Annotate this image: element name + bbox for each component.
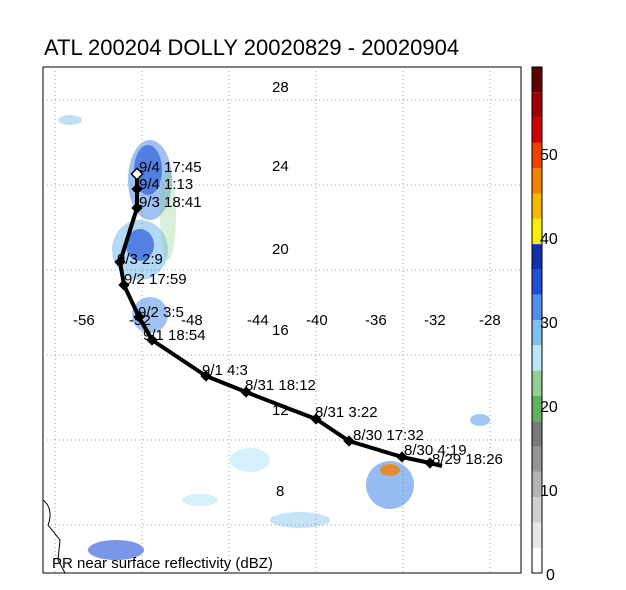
colorbar-cell xyxy=(532,446,542,472)
track-marker xyxy=(424,457,436,469)
colorbar-cell xyxy=(532,522,542,548)
lat-label: 24 xyxy=(272,158,289,175)
colorbar-cell xyxy=(532,193,542,219)
track-label: 8/29 18:26 xyxy=(432,451,503,468)
track-label: 9/3 18:41 xyxy=(139,194,202,211)
lat-label: 16 xyxy=(272,322,289,339)
track-label: 8/30 17:32 xyxy=(353,427,424,444)
lon-label: -32 xyxy=(424,312,446,329)
track-label: 9/3 2:9 xyxy=(117,251,163,268)
track-label: 9/2 17:59 xyxy=(124,271,187,288)
colorbar-tick: 30 xyxy=(540,315,558,332)
colorbar: 0 10 20 30 40 50 xyxy=(531,66,558,584)
lon-label: -28 xyxy=(479,312,501,329)
colorbar-cell xyxy=(532,497,542,523)
colorbar-cell xyxy=(532,370,542,396)
track-marker xyxy=(131,202,143,214)
track-label: 9/4 1:13 xyxy=(139,176,193,193)
colorbar-cell xyxy=(532,142,542,169)
track-label: 9/1 4:3 xyxy=(202,362,248,379)
track-marker xyxy=(240,386,252,398)
track-label: 8/30 4:19 xyxy=(404,442,467,459)
map-panel: -56 -52 -48 -44 -40 -36 -32 -28 28 24 20… xyxy=(42,66,522,574)
colorbar-cell xyxy=(532,117,542,143)
colorbar-tick: 40 xyxy=(540,231,558,248)
colorbar-cell xyxy=(532,67,542,93)
colorbar-cell xyxy=(532,547,542,573)
track-label: 9/4 17:45 xyxy=(139,159,202,176)
lat-label: 8 xyxy=(276,483,284,500)
track-marker xyxy=(343,435,355,447)
track-label: 8/31 3:22 xyxy=(315,404,378,421)
lon-label: -44 xyxy=(247,312,269,329)
colorbar-cell xyxy=(532,168,542,194)
track-marker xyxy=(310,413,322,425)
colorbar-cell xyxy=(532,345,542,371)
map-caption: PR near surface reflectivity (dBZ) xyxy=(52,555,273,572)
lon-label: -56 xyxy=(73,312,95,329)
track-marker xyxy=(200,370,212,382)
colorbar-cell xyxy=(532,92,542,118)
track-marker xyxy=(130,167,144,181)
lat-label: 20 xyxy=(272,241,289,258)
colorbar-cell xyxy=(532,471,542,498)
colorbar-tick: 50 xyxy=(540,147,558,164)
map-title: ATL 200204 DOLLY 20020829 - 20020904 xyxy=(44,35,459,60)
colorbar-cell xyxy=(532,269,542,295)
track-label: 8/31 18:12 xyxy=(245,377,316,394)
coastline xyxy=(42,499,66,574)
lon-label: -40 xyxy=(306,312,328,329)
colorbar-cells xyxy=(532,67,542,573)
track-marker xyxy=(396,451,408,463)
colorbar-cell xyxy=(532,294,542,320)
colorbar-cell xyxy=(532,395,542,422)
colorbar-tick: 20 xyxy=(540,399,558,416)
lon-label: -36 xyxy=(365,312,387,329)
colorbar-cell xyxy=(532,421,542,447)
track-marker xyxy=(133,311,145,323)
colorbar-cell xyxy=(532,244,542,270)
colorbar-tick: 10 xyxy=(540,483,558,500)
colorbar-cell xyxy=(532,320,542,346)
track-marker xyxy=(146,334,158,346)
map-frame xyxy=(42,66,522,574)
longitude-labels: -56 -52 -48 -44 -40 -36 -32 -28 xyxy=(73,312,501,329)
track-labels: 9/4 17:45 9/4 1:13 9/3 18:41 9/3 2:9 9/2… xyxy=(117,159,503,468)
track-label: 9/2 3:5 xyxy=(138,304,184,321)
colorbar-cell xyxy=(532,218,542,245)
lat-label: 28 xyxy=(272,79,289,96)
graticule xyxy=(43,67,521,573)
track-label: 9/1 18:54 xyxy=(143,327,206,344)
lon-label: -48 xyxy=(181,312,203,329)
colorbar-tick: 0 xyxy=(546,567,555,584)
colorbar-frame xyxy=(531,66,543,574)
track-marker xyxy=(131,183,143,195)
